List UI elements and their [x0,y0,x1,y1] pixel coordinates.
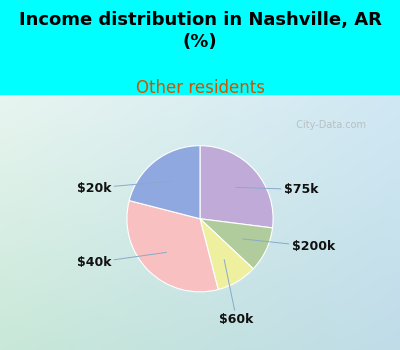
Text: $200k: $200k [243,239,335,253]
Text: Other residents: Other residents [136,79,264,97]
Text: $60k: $60k [219,260,254,326]
Text: City-Data.com: City-Data.com [290,120,366,130]
Wedge shape [200,219,272,269]
Wedge shape [200,146,273,228]
Wedge shape [200,219,253,289]
Text: $40k: $40k [77,252,166,269]
Wedge shape [129,146,200,219]
Wedge shape [127,201,218,292]
Text: $75k: $75k [236,183,318,196]
Text: Income distribution in Nashville, AR
(%): Income distribution in Nashville, AR (%) [18,10,382,51]
Text: $20k: $20k [77,181,171,195]
